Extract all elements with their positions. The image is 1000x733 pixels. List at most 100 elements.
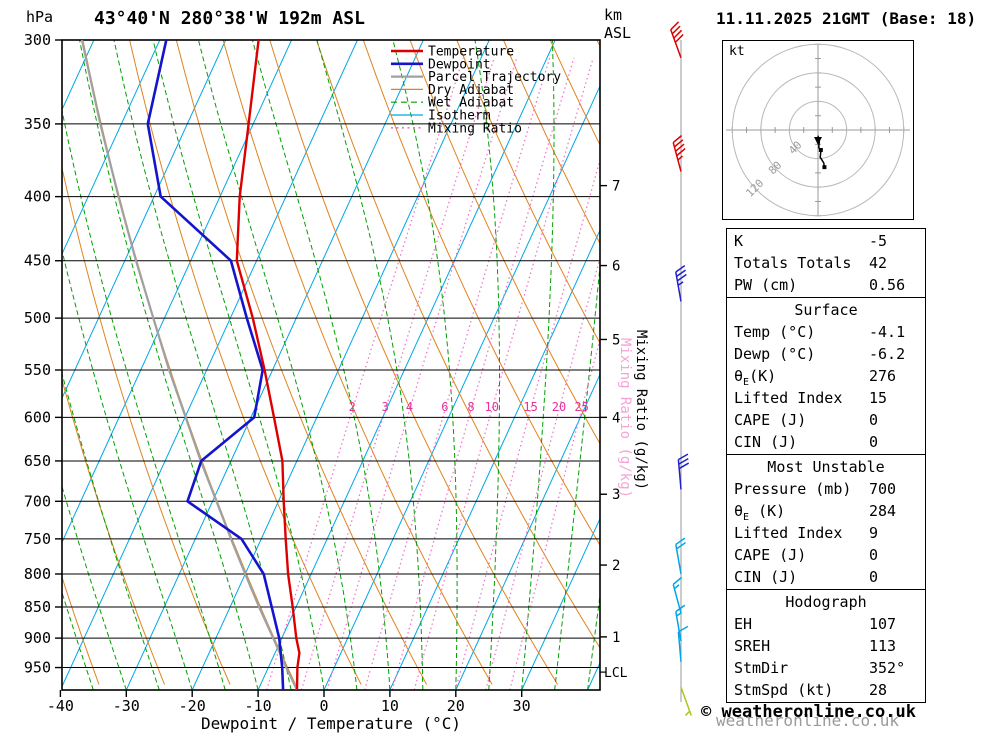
svg-text:650: 650 xyxy=(24,452,51,470)
mixing-ratio-axis-label: Mixing Ratio (g/kg) Mixing Ratio (g/kg) xyxy=(617,330,649,498)
stat-row: Dewp (°C) -6.2 xyxy=(727,343,925,365)
svg-text:Mixing Ratio: Mixing Ratio xyxy=(428,121,522,136)
svg-text:600: 600 xyxy=(24,408,51,426)
stat-row: CIN (J) 0 xyxy=(727,431,925,453)
temperature-axis: -40 -30 -20 -10 0 10 20 30 xyxy=(47,690,531,715)
stat-label: CAPE (J) xyxy=(734,411,807,429)
stat-label: CAPE (J) xyxy=(734,546,807,564)
sounding-lines xyxy=(80,40,301,690)
stat-label: Lifted Index xyxy=(734,389,843,407)
svg-text:900: 900 xyxy=(24,629,51,647)
stat-section-title: Most Unstable xyxy=(767,458,885,476)
stat-label: θE (K) xyxy=(734,502,786,523)
stat-label: Temp (°C) xyxy=(734,323,816,341)
xaxis-title: Dewpoint / Temperature (°C) xyxy=(200,714,462,733)
svg-text:-20: -20 xyxy=(179,697,206,715)
stat-row: CAPE (J) 0 xyxy=(727,409,925,431)
svg-text:500: 500 xyxy=(24,309,51,327)
stat-row: Totals Totals 42 xyxy=(727,252,925,274)
isotherm-lines xyxy=(62,40,600,690)
svg-text:LCL: LCL xyxy=(604,666,628,681)
svg-text:1: 1 xyxy=(612,630,620,646)
stat-row: Pressure (mb) 700 xyxy=(727,478,925,500)
stat-value: 28 xyxy=(869,681,888,699)
svg-text:Mixing Ratio (g/kg): Mixing Ratio (g/kg) xyxy=(633,330,649,490)
stat-row: SREH 113 xyxy=(727,635,925,657)
svg-text:2: 2 xyxy=(612,558,620,574)
stat-value: 700 xyxy=(869,480,897,498)
footer-credit: © weatheronline.co.uk xyxy=(701,702,916,722)
svg-text:6: 6 xyxy=(441,400,448,414)
stat-value: -4.1 xyxy=(869,323,906,341)
stat-value: 276 xyxy=(869,367,897,385)
svg-text:30: 30 xyxy=(513,697,531,715)
stat-row: StmSpd (kt) 28 xyxy=(727,679,925,701)
svg-text:7: 7 xyxy=(612,179,620,195)
svg-text:6: 6 xyxy=(612,259,620,275)
svg-text:950: 950 xyxy=(24,659,51,677)
stat-label: Totals Totals xyxy=(734,254,852,272)
series-dewpoint xyxy=(146,40,285,690)
stat-label: θE(K) xyxy=(734,367,777,388)
stat-label: StmDir xyxy=(734,659,789,677)
svg-text:450: 450 xyxy=(24,252,51,270)
stat-label: SREH xyxy=(734,637,771,655)
stat-label: CIN (J) xyxy=(734,433,798,451)
stat-row: Lifted Index 9 xyxy=(727,522,925,544)
stat-row: CAPE (J) 0 xyxy=(727,544,925,566)
stat-value: 15 xyxy=(869,389,888,407)
stat-value: 0 xyxy=(869,568,879,586)
svg-text:25: 25 xyxy=(574,400,588,414)
svg-text:10: 10 xyxy=(484,400,498,414)
stat-row: StmDir 352° xyxy=(727,657,925,679)
stat-value: 42 xyxy=(869,254,888,272)
stat-row: EH 107 xyxy=(727,613,925,635)
pressure-axis-unit: hPa xyxy=(26,8,54,26)
stat-value: 9 xyxy=(869,524,879,542)
svg-text:0: 0 xyxy=(319,697,328,715)
svg-text:5: 5 xyxy=(612,332,620,348)
svg-text:Wet Adiabat: Wet Adiabat xyxy=(428,96,514,111)
svg-text:8: 8 xyxy=(467,400,474,414)
stat-value: 0.56 xyxy=(869,276,906,294)
stat-value: 284 xyxy=(869,502,897,520)
svg-text:Isotherm: Isotherm xyxy=(428,109,491,124)
svg-text:300: 300 xyxy=(24,31,51,49)
skewt-chart: 2 3 4 6 8 10 15 20 25300350400450500550600650700… xyxy=(24,21,692,716)
stat-row: Lifted Index 15 xyxy=(727,387,925,409)
stats-section-surface: Surface Temp (°C) -4.1 Dewp (°C) -6.2 θE(K) 27… xyxy=(726,297,926,455)
dry-adiabat-lines xyxy=(62,40,600,685)
svg-text:20: 20 xyxy=(552,400,566,414)
stat-label: StmSpd (kt) xyxy=(734,681,834,699)
stats-section-most-unstable: Most Unstable Pressure (mb) 700 θE (K) 284 Li… xyxy=(726,454,926,590)
stats-section-indices: K -5 Totals Totals 42 PW (cm) 0.56 xyxy=(726,228,926,298)
stats-section-hodograph: Hodograph EH 107 SREH 113 StmDir 352° StmSpd (k… xyxy=(726,589,926,703)
svg-text:3: 3 xyxy=(612,487,620,503)
stat-value: 107 xyxy=(869,615,897,633)
stat-section-title: Hodograph xyxy=(785,593,867,611)
mixing-ratio-lines xyxy=(266,57,600,690)
stat-label: EH xyxy=(734,615,753,633)
svg-text:-40: -40 xyxy=(47,697,74,715)
svg-text:400: 400 xyxy=(24,188,51,206)
stat-row: Temp (°C) -4.1 xyxy=(727,321,925,343)
stat-value: 352° xyxy=(869,659,906,677)
svg-text:700: 700 xyxy=(24,492,51,510)
svg-text:Parcel Trajectory: Parcel Trajectory xyxy=(428,70,561,85)
lcl-marker: LCL xyxy=(600,666,628,681)
svg-text:850: 850 xyxy=(24,598,51,616)
svg-text:550: 550 xyxy=(24,361,51,379)
stat-row: PW (cm) 0.56 xyxy=(727,274,925,296)
stat-value: 113 xyxy=(869,637,897,655)
svg-text:2: 2 xyxy=(349,400,356,414)
stat-label: Dewp (°C) xyxy=(734,345,816,363)
altitude-axis-unit-asl: ASL xyxy=(604,24,632,42)
svg-text:350: 350 xyxy=(24,115,51,133)
stat-value: 0 xyxy=(869,546,879,564)
svg-text:15: 15 xyxy=(523,400,537,414)
svg-text:Dry Adiabat: Dry Adiabat xyxy=(428,83,514,98)
stat-value: -5 xyxy=(869,232,888,250)
series-parcel-trajectory xyxy=(80,40,298,690)
